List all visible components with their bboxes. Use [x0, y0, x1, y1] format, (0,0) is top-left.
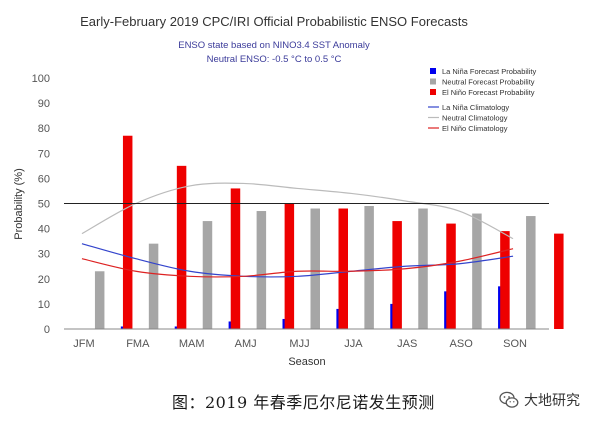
chart-title: Early-February 2019 CPC/IRI Official Pro…	[80, 14, 468, 29]
x-tick-label: JAS	[397, 338, 417, 350]
el-nino-bar	[230, 188, 241, 329]
neutral-bar	[526, 216, 536, 329]
y-tick-label: 20	[38, 274, 50, 286]
legend-label-la-nina-climatology-line: La Niña Climatology	[442, 103, 509, 112]
neutral-climatology-line	[81, 182, 514, 240]
x-tick-label: MJJ	[289, 338, 309, 350]
y-tick-label: 100	[32, 73, 50, 85]
el-nino-bar	[500, 231, 510, 329]
el-nino-bar	[176, 165, 187, 329]
watermark: 大地研究	[499, 390, 580, 410]
forecast-bars	[94, 135, 564, 329]
legend-label-el-nino: El Niño Forecast Probability	[442, 88, 535, 97]
y-tick-label: 60	[38, 173, 50, 185]
y-axis-title: Probability (%)	[13, 168, 25, 240]
y-tick-label: 0	[44, 324, 50, 336]
y-tick-label: 10	[38, 299, 50, 311]
y-tick-label: 90	[38, 98, 50, 110]
y-tick-label: 80	[38, 123, 50, 135]
legend-label-el-nino-climatology-line: El Niño Climatology	[442, 124, 508, 133]
x-tick-label: ASO	[450, 338, 474, 350]
x-tick-label: MAM	[179, 338, 205, 350]
y-tick-label: 50	[38, 199, 50, 211]
legend-swatch-neutral	[430, 78, 436, 85]
neutral-bar	[256, 211, 267, 329]
y-tick-label: 40	[38, 224, 50, 236]
watermark-text: 大地研究	[524, 393, 580, 409]
enso-forecast-chart: Early-February 2019 CPC/IRI Official Pro…	[13, 14, 564, 368]
x-axis-title: Season	[288, 356, 325, 368]
el-nino-climatology-line	[81, 248, 514, 278]
neutral-bar	[472, 213, 482, 329]
chart-subtitle-line-1: ENSO state based on NINO3.4 SST Anomaly	[178, 40, 370, 51]
x-axis-ticks: JFM FMA MAM AMJ MJJ JJA JAS ASO SON	[73, 338, 527, 350]
legend-swatch-el-nino	[430, 89, 436, 95]
legend-label-la-nina: La Niña Forecast Probability	[442, 67, 536, 76]
neutral-bar	[94, 271, 105, 329]
el-nino-bar	[338, 208, 348, 329]
legend-label-neutral: Neutral Forecast Probability	[442, 78, 535, 87]
la-nina-climatology-line	[81, 243, 514, 278]
x-tick-label: SON	[503, 338, 527, 350]
x-tick-label: JJA	[344, 338, 363, 350]
neutral-bar	[310, 208, 320, 329]
x-tick-label: FMA	[126, 338, 150, 350]
el-nino-bar	[446, 223, 456, 329]
neutral-bar	[418, 208, 428, 329]
neutral-bar	[364, 206, 374, 329]
el-nino-bar	[284, 203, 295, 329]
legend-swatch-la-nina	[430, 68, 436, 74]
y-tick-label: 30	[38, 249, 50, 261]
chart-subtitle-line-2: Neutral ENSO: -0.5 °C to 0.5 °C	[207, 54, 342, 65]
climatology-lines	[81, 182, 514, 278]
neutral-bar	[148, 243, 159, 329]
el-nino-bar	[122, 135, 133, 329]
legend-label-neutral-climatology-line: Neutral Climatology	[442, 114, 508, 123]
x-tick-label: AMJ	[235, 338, 257, 350]
wechat-logo-icon	[499, 391, 519, 408]
el-nino-bar	[554, 233, 564, 329]
y-axis-ticks: 0 10 20 30 40 50 60 70 80 90 100	[32, 73, 50, 336]
legend: La Niña Forecast Probability Neutral Fore…	[428, 67, 536, 133]
x-tick-label: JFM	[73, 338, 94, 350]
figure-caption: 图：2019 年春季厄尔尼诺发生预测	[172, 393, 435, 412]
y-tick-label: 70	[38, 148, 50, 160]
neutral-bar	[202, 221, 213, 329]
el-nino-bar	[392, 221, 402, 329]
